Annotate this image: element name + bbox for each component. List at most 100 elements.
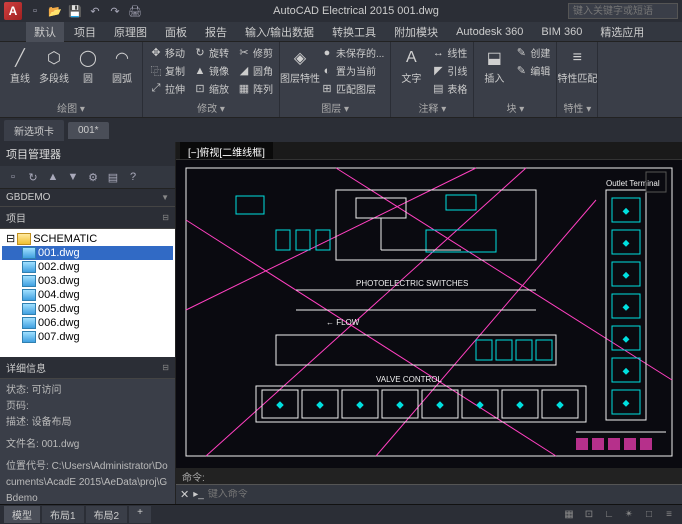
rb-btn[interactable]: ⿻复制 bbox=[147, 62, 187, 79]
tree-item[interactable]: ⊟ SCHEMATIC bbox=[2, 231, 173, 246]
commandline: ✕ ▸_ bbox=[176, 484, 682, 504]
sb-more-icon[interactable]: ≡ bbox=[660, 507, 678, 523]
window-title: AutoCAD Electrical 2015 001.dwg bbox=[148, 5, 564, 17]
redo-icon[interactable]: ↷ bbox=[106, 2, 124, 20]
rb-btn[interactable]: ◠圆弧 bbox=[106, 44, 138, 99]
menu-3[interactable]: 面板 bbox=[157, 22, 195, 42]
svg-text:⬥: ⬥ bbox=[476, 399, 484, 411]
rb-btn[interactable]: ✎创建 bbox=[512, 44, 552, 61]
titlebar: A ▫ 📂 💾 ↶ ↷ 🖨 AutoCAD Electrical 2015 00… bbox=[0, 0, 682, 22]
pm-new-icon[interactable]: ▫ bbox=[4, 168, 22, 186]
open-icon[interactable]: 📂 bbox=[46, 2, 64, 20]
menu-8[interactable]: Autodesk 360 bbox=[448, 24, 531, 40]
rb-btn[interactable]: ⤢拉伸 bbox=[147, 80, 187, 97]
rb-btn[interactable]: ●未保存的... bbox=[318, 44, 386, 61]
tree-item[interactable]: 002.dwg bbox=[2, 260, 173, 274]
model-tab[interactable]: 布局2 bbox=[86, 506, 128, 523]
rb-btn[interactable]: ✂修剪 bbox=[235, 44, 275, 61]
svg-text:⬥: ⬥ bbox=[623, 302, 630, 313]
menu-9[interactable]: BIM 360 bbox=[533, 24, 590, 40]
menu-4[interactable]: 报告 bbox=[197, 22, 235, 42]
rb-btn[interactable]: ⊞匹配图层 bbox=[318, 80, 378, 97]
rb-btn[interactable]: ◐置为当前 bbox=[318, 62, 378, 79]
rb-btn[interactable]: ✎编辑 bbox=[512, 62, 552, 79]
rb-btn[interactable]: ▦阵列 bbox=[235, 80, 275, 97]
pm-down-icon[interactable]: ▼ bbox=[64, 168, 82, 186]
main-area: 项目管理器 ▫ ↻ ▲ ▼ ⚙ ▤ ? GBDEMO▼ 项目⊟ ⊟ SCHEMA… bbox=[0, 142, 682, 504]
menu-2[interactable]: 原理图 bbox=[106, 22, 155, 42]
tree-item[interactable]: 006.dwg bbox=[2, 316, 173, 330]
pm-dropdown[interactable]: GBDEMO▼ bbox=[0, 189, 175, 207]
rb-btn[interactable]: ≡特性匹配 bbox=[561, 44, 593, 99]
menu-5[interactable]: 输入/输出数据 bbox=[237, 22, 322, 42]
rb-btn[interactable]: ⬡多段线 bbox=[38, 44, 70, 99]
search-input[interactable] bbox=[568, 3, 678, 19]
statusbar-right: ▦ ⊡ ∟ ✴ □ ≡ bbox=[560, 507, 678, 523]
sb-polar-icon[interactable]: ✴ bbox=[620, 507, 638, 523]
rb-btn[interactable]: ◢圆角 bbox=[235, 62, 275, 79]
undo-icon[interactable]: ↶ bbox=[86, 2, 104, 20]
new-icon[interactable]: ▫ bbox=[26, 2, 44, 20]
pm-section-details: 详细信息⊟ bbox=[0, 357, 175, 379]
ribbon-panel-5: ≡特性匹配特性 ▾ bbox=[557, 42, 598, 117]
tree-item[interactable]: 007.dwg bbox=[2, 330, 173, 344]
tree-item[interactable]: 005.dwg bbox=[2, 302, 173, 316]
svg-text:⬥: ⬥ bbox=[276, 399, 284, 411]
tree-item[interactable]: 001.dwg bbox=[2, 246, 173, 260]
rb-btn[interactable]: ↻旋转 bbox=[191, 44, 231, 61]
pm-tree[interactable]: ⊟ SCHEMATIC001.dwg002.dwg003.dwg004.dwg0… bbox=[0, 229, 175, 357]
rb-btn[interactable]: ▲镜像 bbox=[191, 62, 231, 79]
tree-item[interactable]: 004.dwg bbox=[2, 288, 173, 302]
rb-btn[interactable]: ⬓插入 bbox=[478, 44, 510, 99]
rb-btn[interactable]: ◤引线 bbox=[429, 62, 469, 79]
pm-section-project: 项目⊟ bbox=[0, 207, 175, 229]
sb-grid-icon[interactable]: ▦ bbox=[560, 507, 578, 523]
ribbon: ╱直线⬡多段线◯圆◠圆弧绘图 ▾✥移动↻旋转✂修剪⿻复制▲镜像◢圆角⤢拉伸⊡缩放… bbox=[0, 42, 682, 118]
model-tab[interactable]: 模型 bbox=[4, 506, 40, 523]
pm-refresh-icon[interactable]: ↻ bbox=[24, 168, 42, 186]
cmd-prompt-icon: ▸_ bbox=[193, 489, 204, 500]
svg-text:⬥: ⬥ bbox=[623, 238, 630, 249]
sb-osnap-icon[interactable]: □ bbox=[640, 507, 658, 523]
drawing-area: [−]俯视[二维线框] ⬥⬥⬥⬥⬥⬥⬥Outlet TerminalPHOTOE… bbox=[176, 142, 682, 504]
svg-text:⬥: ⬥ bbox=[623, 398, 630, 409]
rb-btn[interactable]: ⊡缩放 bbox=[191, 80, 231, 97]
pm-settings-icon[interactable]: ⚙ bbox=[84, 168, 102, 186]
pm-filter-icon[interactable]: ▤ bbox=[104, 168, 122, 186]
rb-btn[interactable]: ↔线性 bbox=[429, 44, 469, 61]
model-tab[interactable]: + bbox=[129, 506, 151, 523]
statusbar: 模型布局1布局2+ ▦ ⊡ ∟ ✴ □ ≡ bbox=[0, 504, 682, 524]
sb-snap-icon[interactable]: ⊡ bbox=[580, 507, 598, 523]
pm-toolbar: ▫ ↻ ▲ ▼ ⚙ ▤ ? bbox=[0, 166, 175, 189]
menu-6[interactable]: 转换工具 bbox=[324, 22, 384, 42]
menu-1[interactable]: 项目 bbox=[66, 22, 104, 42]
file-tab[interactable]: 新选项卡 bbox=[4, 120, 64, 141]
rb-btn[interactable]: A文字 bbox=[395, 44, 427, 99]
file-tabs: 新选项卡001* bbox=[0, 118, 682, 142]
command-input[interactable] bbox=[208, 489, 678, 500]
rb-btn[interactable]: ▤表格 bbox=[429, 80, 469, 97]
menu-10[interactable]: 精选应用 bbox=[592, 22, 652, 42]
tree-item[interactable]: 003.dwg bbox=[2, 274, 173, 288]
viewport-label[interactable]: [−]俯视[二维线框] bbox=[180, 142, 273, 159]
rb-btn[interactable]: ◯圆 bbox=[72, 44, 104, 99]
canvas[interactable]: ⬥⬥⬥⬥⬥⬥⬥Outlet TerminalPHOTOELECTRIC SWIT… bbox=[176, 160, 682, 468]
app-logo[interactable]: A bbox=[4, 2, 22, 20]
svg-text:PHOTOELECTRIC SWITCHES: PHOTOELECTRIC SWITCHES bbox=[356, 279, 468, 288]
rb-btn[interactable]: ✥移动 bbox=[147, 44, 187, 61]
menu-0[interactable]: 默认 bbox=[26, 22, 64, 42]
pm-title: 项目管理器 bbox=[0, 142, 175, 166]
sb-ortho-icon[interactable]: ∟ bbox=[600, 507, 618, 523]
model-tab[interactable]: 布局1 bbox=[42, 506, 84, 523]
cmd-close-icon[interactable]: ✕ bbox=[180, 488, 189, 501]
menubar: 默认项目原理图面板报告输入/输出数据转换工具附加模块Autodesk 360BI… bbox=[0, 22, 682, 42]
save-icon[interactable]: 💾 bbox=[66, 2, 84, 20]
pm-up-icon[interactable]: ▲ bbox=[44, 168, 62, 186]
menu-7[interactable]: 附加模块 bbox=[386, 22, 446, 42]
pm-help-icon[interactable]: ? bbox=[124, 168, 142, 186]
rb-btn[interactable]: ╱直线 bbox=[4, 44, 36, 99]
rb-btn[interactable]: ◈图层特性 bbox=[284, 44, 316, 99]
print-icon[interactable]: 🖨 bbox=[126, 2, 144, 20]
file-tab[interactable]: 001* bbox=[68, 122, 109, 139]
svg-text:⬥: ⬥ bbox=[516, 399, 524, 411]
